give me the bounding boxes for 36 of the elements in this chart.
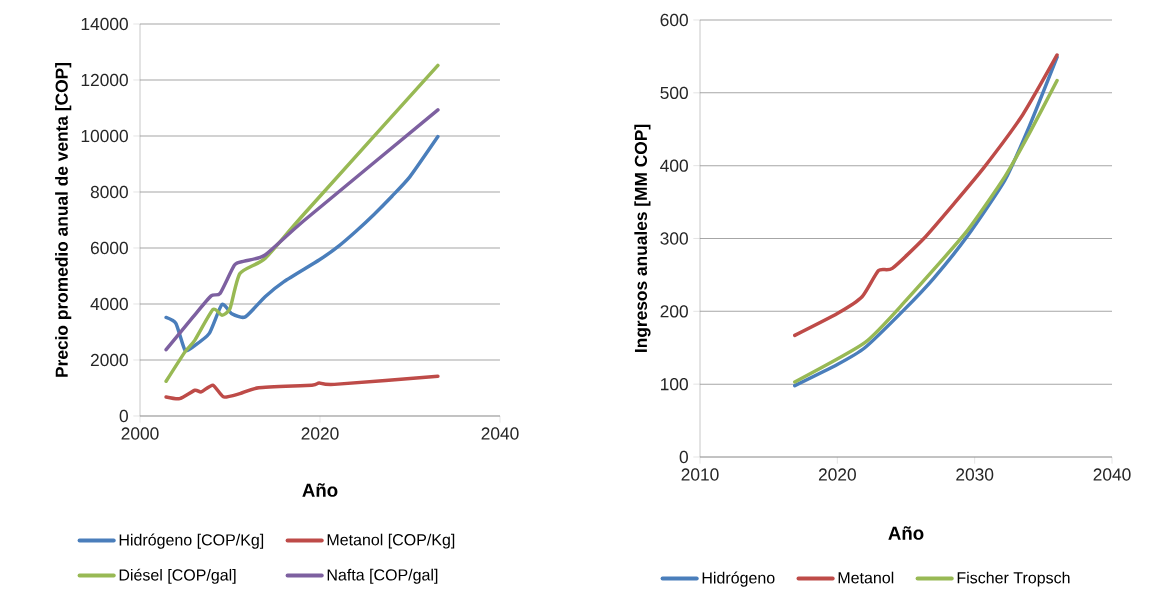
- y-tick-label: 0: [119, 409, 128, 423]
- y-tick-label: 2000: [90, 353, 128, 367]
- legend-label: Metanol [COP/Kg]: [327, 533, 455, 549]
- x-axis-title: Año: [888, 526, 924, 540]
- y-tick-label: 8000: [90, 185, 128, 199]
- y-tick-label: 0: [679, 450, 688, 464]
- legend-label: Hidrógeno: [702, 571, 775, 587]
- legend-label: Fischer Tropsch: [957, 571, 1070, 587]
- x-tick-label: 2040: [481, 427, 519, 440]
- y-tick-label: 600: [660, 13, 688, 27]
- y-tick-label: 500: [660, 86, 688, 99]
- legend-label: Diésel [COP/gal]: [119, 568, 236, 584]
- legend-label: Nafta [COP/gal]: [327, 568, 438, 584]
- y-tick-label: 100: [661, 378, 688, 391]
- legend-label: Hidrógeno [COP/Kg]: [119, 533, 264, 549]
- y-tick-label: 6000: [90, 241, 128, 255]
- y-tick-label: 4000: [90, 297, 128, 311]
- x-tick-label: 2030: [956, 468, 994, 481]
- y-axis-title: Precio promedio anual de venta [COP]: [55, 63, 72, 377]
- line-series: [164, 374, 440, 401]
- x-axis-title: Año: [302, 483, 338, 497]
- y-axis-title: Ingresos anuales [MM COP]: [634, 124, 651, 352]
- y-tick-label: 12000: [81, 73, 128, 87]
- y-tick-label: 400: [660, 159, 688, 172]
- x-tick-label: 2010: [681, 468, 719, 481]
- line-series: [793, 53, 1059, 338]
- line-series: [164, 63, 440, 384]
- legend-label: Metanol: [838, 571, 894, 584]
- x-tick-label: 2000: [121, 427, 159, 440]
- y-tick-label: 300: [660, 232, 688, 245]
- x-tick-label: 2040: [1093, 468, 1131, 481]
- y-tick-label: 14000: [81, 17, 128, 31]
- x-tick-label: 2020: [301, 427, 339, 440]
- y-tick-label: 200: [660, 305, 688, 318]
- x-tick-label: 2020: [818, 468, 856, 481]
- y-tick-label: 10000: [81, 129, 128, 143]
